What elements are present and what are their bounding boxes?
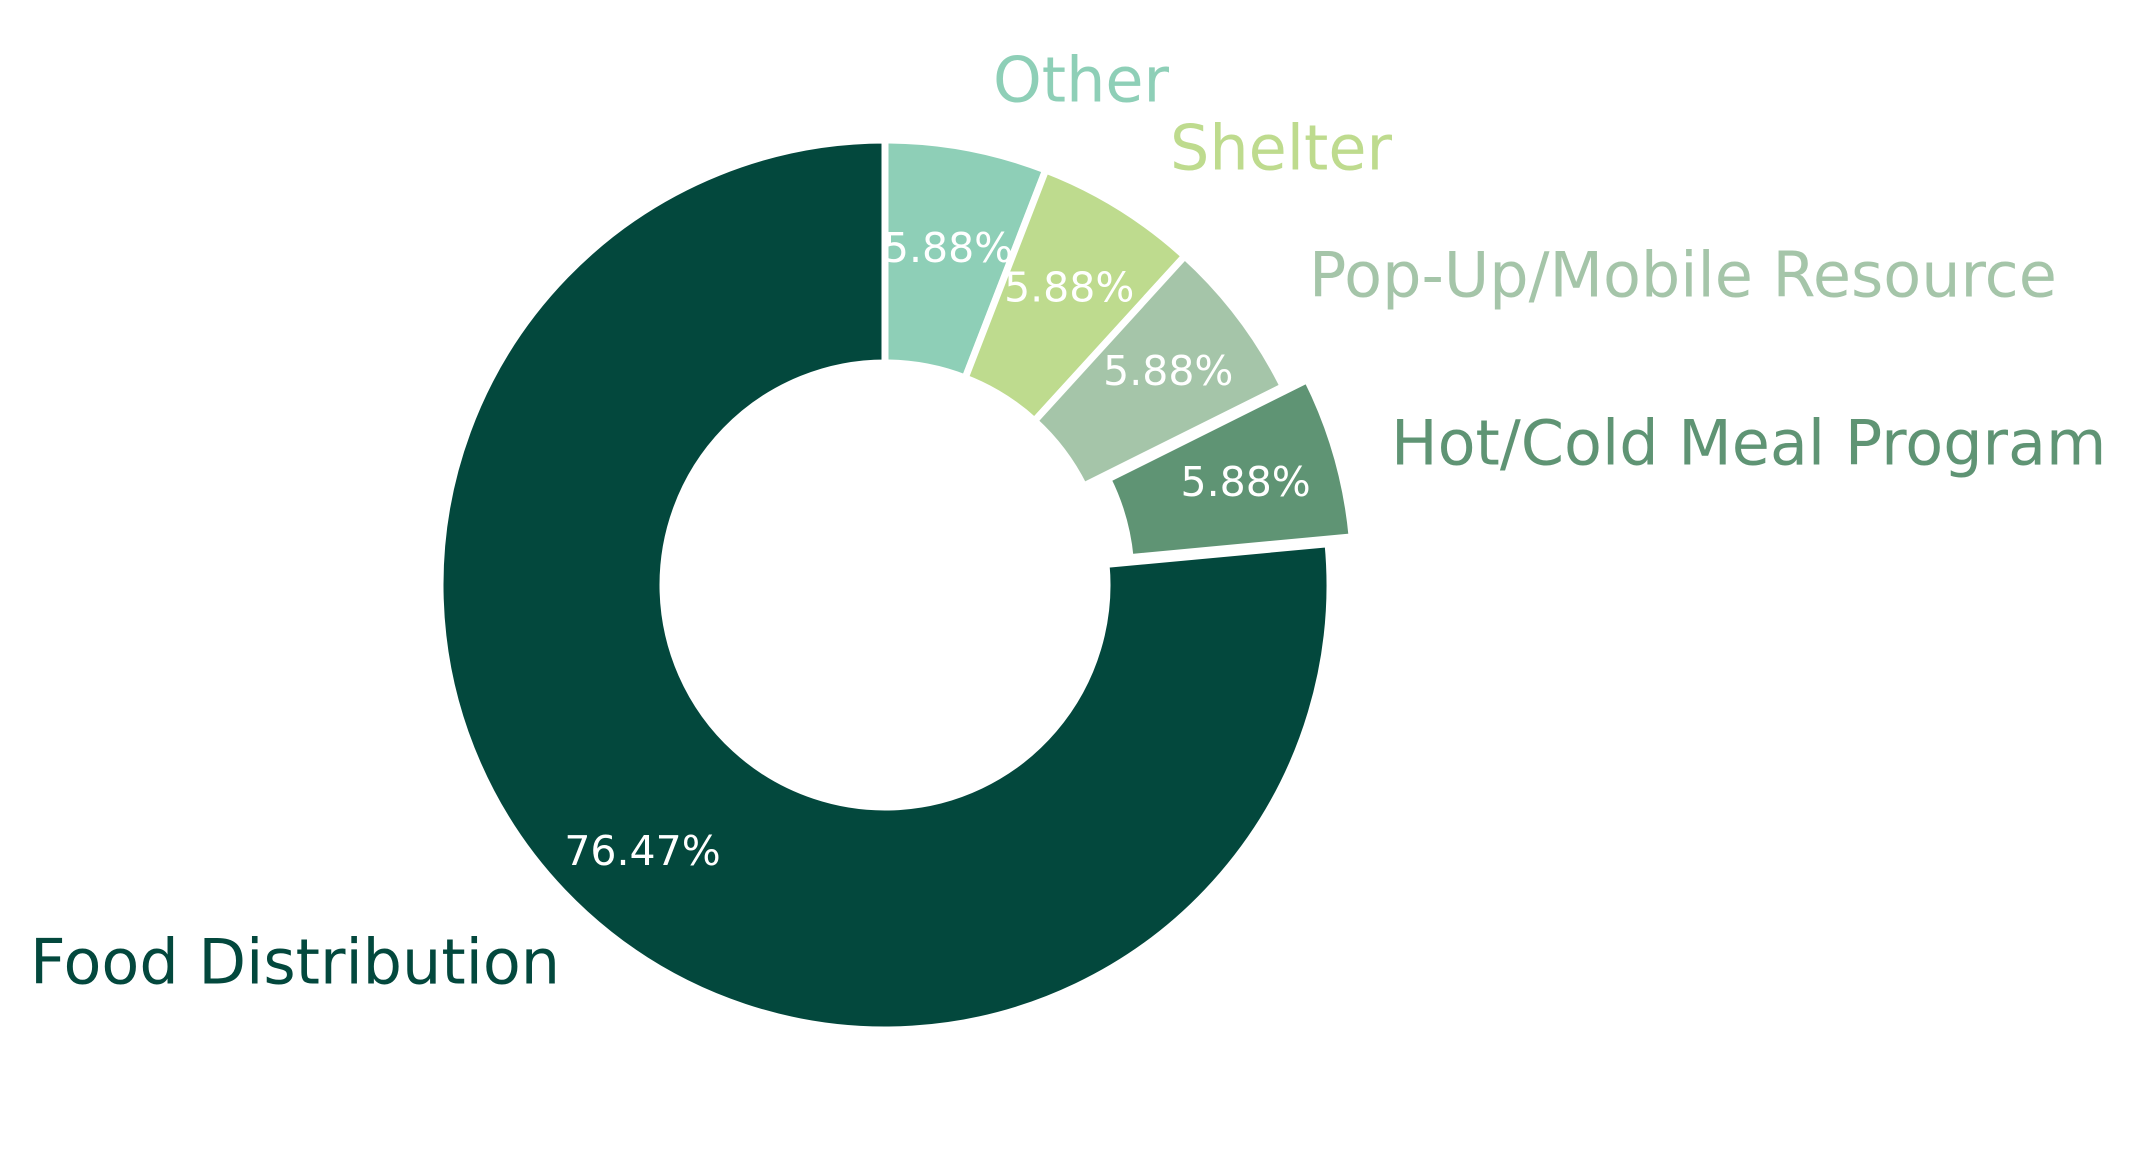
percent-label-shelter: 5.88% [1004, 263, 1134, 311]
category-label-food-distribution: Food Distribution [30, 926, 560, 999]
category-label-shelter: Shelter [1170, 112, 1392, 185]
percent-label-food-distribution: 76.47% [564, 827, 720, 875]
percent-label-other: 5.88% [883, 224, 1013, 272]
slices-layer [436, 136, 1356, 1034]
percent-label-hot-cold-meal-program: 5.88% [1181, 458, 1311, 506]
slice-food-distribution [436, 136, 1334, 1034]
slice-hot-cold-meal-program [1103, 374, 1356, 562]
category-label-pop-up-mobile-resource: Pop-Up/Mobile Resource [1309, 239, 2057, 312]
slice-pop-up-mobile-resource [1029, 251, 1288, 491]
percent-labels-layer: 5.88%5.88%5.88%5.88%76.47% [564, 224, 1310, 875]
category-label-hot-cold-meal-program: Hot/Cold Meal Program [1391, 407, 2106, 480]
percent-label-pop-up-mobile-resource: 5.88% [1103, 347, 1233, 395]
category-label-other: Other [993, 44, 1170, 117]
